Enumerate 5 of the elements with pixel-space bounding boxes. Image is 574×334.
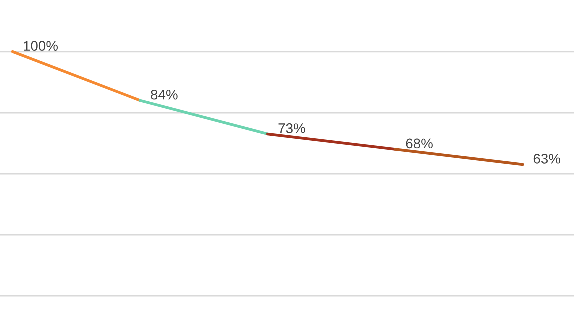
data-label: 84% — [151, 90, 178, 100]
data-label: 63% — [534, 154, 560, 164]
data-label: 100% — [24, 41, 58, 52]
data-label: 68% — [406, 138, 433, 149]
data-label: 73% — [278, 124, 306, 134]
